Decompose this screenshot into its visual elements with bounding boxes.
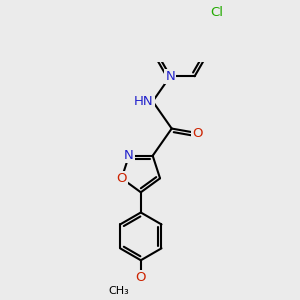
Text: O: O (116, 172, 127, 185)
Text: Cl: Cl (210, 6, 223, 19)
Text: O: O (136, 271, 146, 284)
Text: O: O (192, 127, 203, 140)
Text: N: N (165, 70, 175, 83)
Text: N: N (124, 149, 134, 162)
Text: CH₃: CH₃ (108, 286, 129, 296)
Text: HN: HN (134, 95, 154, 108)
